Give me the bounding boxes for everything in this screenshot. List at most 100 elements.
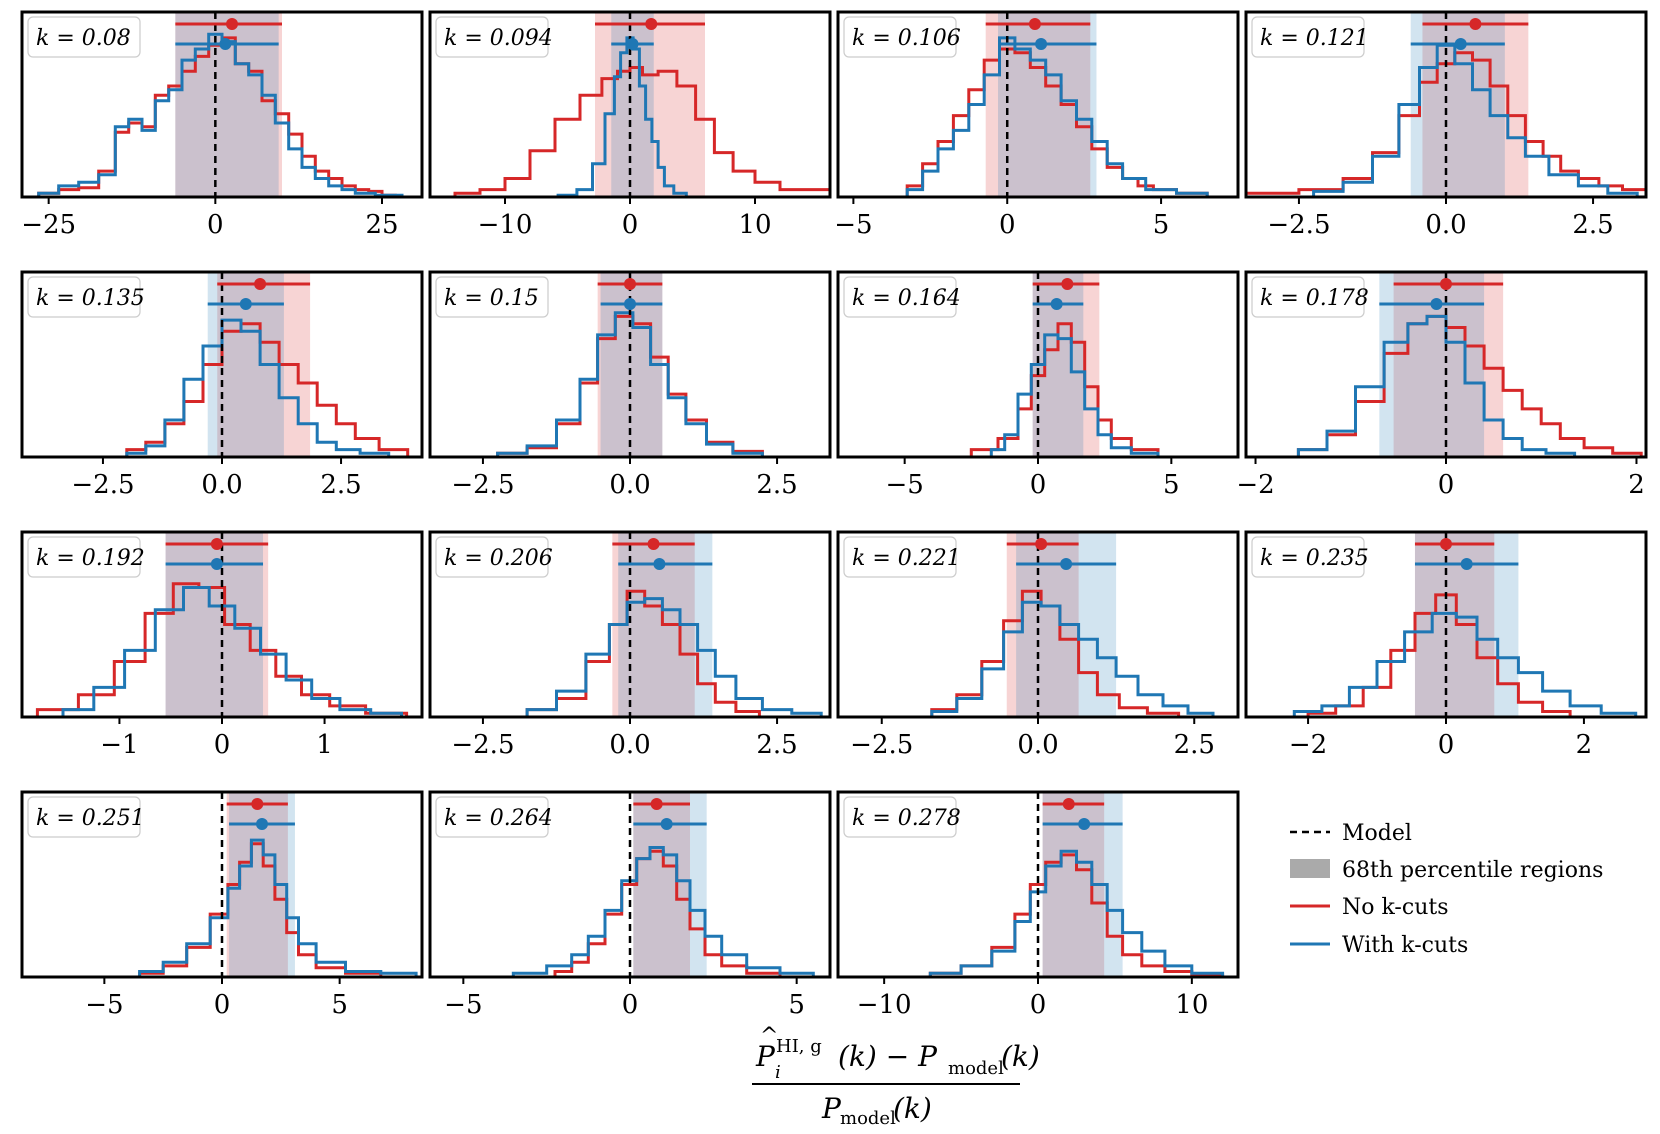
panels-group: k = 0.08−25 0 25k = 0.094−10 0 10k = 0.106−5…: [20, 10, 1648, 1020]
histogram-no-cuts: [1246, 51, 1646, 197]
panel-4: k = 0.121 −2.5 0.0 2.5: [1244, 10, 1648, 240]
histogram-with-cuts: [989, 333, 1160, 457]
panel-14: k = 0.264 −5 0 5: [428, 790, 832, 1020]
mean-marker-with-cuts: [1078, 818, 1091, 830]
mean-marker-with-cuts: [1430, 298, 1443, 310]
panel-9: k = 0.192 −1 0 1: [20, 530, 424, 760]
x-tick-label: 0: [1438, 730, 1455, 760]
panel-plot-area: [35, 532, 409, 717]
panel-6: k = 0.15 −2.5 0.0 2.5: [428, 270, 832, 500]
x-tick-label: 0: [622, 990, 639, 1020]
mean-marker-with-cuts: [219, 38, 232, 50]
k-label: k = 0.251: [36, 806, 145, 831]
panel-13: k = 0.251 −5 0 5: [20, 790, 424, 1020]
x-tick-label: 5: [331, 990, 348, 1020]
panel-plot-area: [138, 792, 418, 977]
panel-plot-area: [930, 532, 1215, 717]
panel-15: k = 0.278 −10 0 10: [836, 790, 1240, 1020]
k-label: k = 0.094: [444, 26, 553, 51]
x-tick-label: 0: [1030, 990, 1047, 1020]
histogram-no-cuts: [525, 589, 761, 717]
x-tick-label: 0: [214, 990, 231, 1020]
k-label-box: [843, 276, 957, 318]
histogram-with-cuts: [61, 586, 403, 717]
numerator-superscript: HI, g: [776, 1036, 822, 1057]
x-tick-label: −2: [1236, 470, 1274, 500]
panel-plot-area: [511, 792, 815, 977]
k-label: k = 0.121: [1260, 26, 1369, 51]
x-tick-label: −2.5: [71, 470, 134, 500]
histogram-with-cuts: [928, 849, 1225, 977]
panel-11: k = 0.221 −2.5 0.0 2.5: [836, 530, 1240, 760]
k-label: k = 0.235: [1260, 546, 1369, 571]
k-label-box: [435, 276, 549, 318]
mean-marker-with-cuts: [256, 818, 268, 830]
mean-marker-with-cuts: [624, 298, 636, 310]
x-tick-label: −1: [100, 730, 138, 760]
histogram-no-cuts: [453, 66, 830, 197]
denominator-end: (k): [893, 1092, 932, 1125]
mean-marker-no-cuts: [1061, 278, 1074, 290]
x-tick-label: 10: [1175, 990, 1208, 1020]
panel-plot-area: [453, 12, 830, 197]
mean-marker-no-cuts: [1028, 18, 1041, 30]
numerator-subscript: i: [775, 1062, 781, 1083]
x-tick-label: 2: [1576, 730, 1593, 760]
k-label-box: [27, 276, 141, 318]
legend-regions-swatch: [1290, 859, 1330, 878]
region-with-cuts: [1379, 272, 1485, 457]
k-label-box: [843, 536, 957, 578]
mean-marker-with-cuts: [653, 558, 666, 570]
numerator-base: P: [755, 1040, 776, 1073]
mean-marker-no-cuts: [645, 18, 658, 30]
legend: Model 68th percentile regions No k-cuts …: [1290, 821, 1603, 958]
panel-1: k = 0.08 −25 0 25: [20, 10, 424, 240]
mean-marker-no-cuts: [1440, 538, 1452, 550]
x-tick-label: 2.5: [756, 470, 797, 500]
x-tick-label: −5: [85, 990, 123, 1020]
numerator-hat: ^: [760, 1024, 778, 1049]
x-tick-label: −5: [886, 470, 924, 500]
x-tick-label: 0: [207, 210, 224, 240]
histogram-with-cuts: [1312, 43, 1639, 197]
k-label: k = 0.206: [444, 546, 553, 571]
x-tick-label: 0: [1438, 470, 1455, 500]
panel-plot-area: [37, 12, 404, 197]
histogram-with-cuts: [511, 846, 815, 977]
x-tick-label: −2.5: [850, 730, 913, 760]
panel-3: k = 0.106 −5 0 5: [834, 10, 1240, 240]
histogram-with-cuts: [1292, 611, 1638, 717]
x-tick-label: 2.5: [1572, 210, 1613, 240]
panel-frame: [20, 10, 424, 199]
mean-marker-with-cuts: [239, 298, 252, 310]
x-tick-label: 0: [214, 730, 231, 760]
legend-regions-label: 68th percentile regions: [1342, 858, 1603, 883]
x-tick-label: 0.0: [609, 730, 650, 760]
histogram-no-cuts: [1296, 314, 1643, 457]
mean-marker-no-cuts: [254, 278, 267, 290]
x-tick-label: 2: [1628, 470, 1645, 500]
mean-marker-with-cuts: [1060, 558, 1073, 570]
k-label-box: [843, 16, 957, 58]
x-tick-label: 2.5: [1174, 730, 1215, 760]
region-with-cuts: [998, 12, 1097, 197]
panel-5: k = 0.135 −2.5 0.0 2.5: [20, 270, 424, 500]
histogram-with-cuts: [138, 838, 418, 977]
k-label: k = 0.264: [444, 806, 553, 831]
x-tick-label: 5: [788, 990, 805, 1020]
numerator-end: (k): [1001, 1040, 1040, 1073]
k-label-box: [27, 796, 141, 838]
x-tick-label: −25: [21, 210, 76, 240]
x-tick-label: 0.0: [1425, 210, 1466, 240]
k-label-box: [435, 536, 549, 578]
histogram-with-cuts: [37, 32, 404, 197]
x-tick-label: −10: [857, 990, 912, 1020]
panel-plot-area: [1246, 12, 1646, 197]
k-label: k = 0.106: [852, 26, 961, 51]
mean-marker-no-cuts: [1440, 278, 1452, 290]
x-tick-label: −2.5: [1267, 210, 1330, 240]
mean-marker-no-cuts: [647, 538, 660, 550]
panel-10: k = 0.206 −2.5 0.0 2.5: [428, 530, 832, 760]
denominator-base: P: [821, 1092, 842, 1125]
